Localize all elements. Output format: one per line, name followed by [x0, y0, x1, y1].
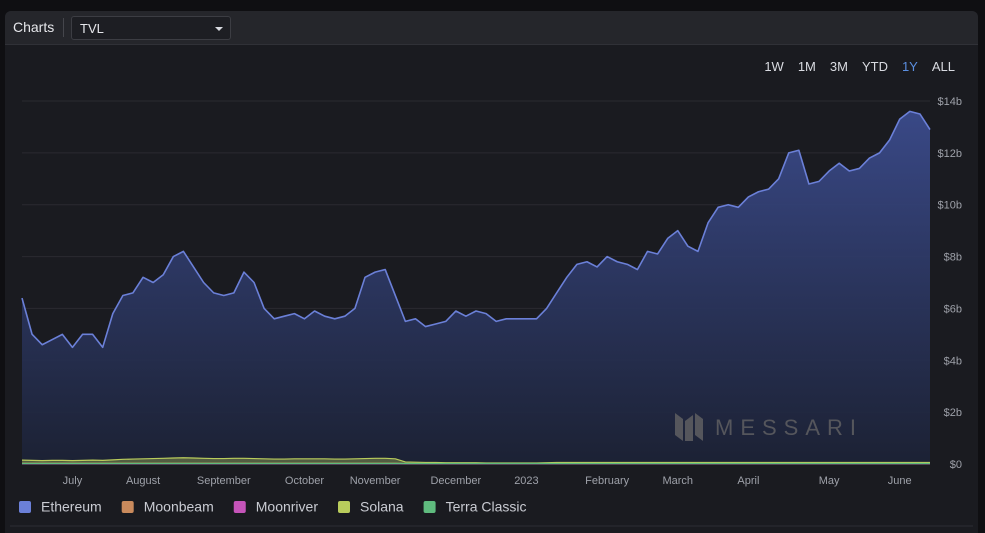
range-selector: 1W 1M 3M YTD 1Y ALL — [757, 59, 962, 74]
x-tick-label: October — [285, 475, 324, 487]
legend-label: Solana — [360, 499, 404, 515]
x-tick-label: April — [737, 475, 759, 487]
series-line — [21, 110, 931, 349]
dropdown-caret — [215, 27, 223, 31]
y-tick-label: $6b — [944, 303, 962, 315]
x-tick-label: November — [350, 475, 401, 487]
x-tick-label: December — [430, 475, 481, 487]
x-tick-label: March — [662, 475, 693, 487]
legend-label: Moonbeam — [144, 499, 214, 515]
legend-swatch — [19, 501, 31, 513]
dropdown-label: TVL — [80, 21, 104, 36]
range-button[interactable]: 1W — [764, 59, 784, 74]
legend-swatch — [121, 501, 134, 513]
y-tick-label: $14b — [938, 96, 962, 108]
range-button[interactable]: 1M — [797, 59, 816, 74]
y-tick-label: $8b — [944, 252, 962, 264]
series-line — [21, 457, 930, 464]
legend-label: Ethereum — [41, 499, 102, 515]
x-tick-label: July — [63, 475, 83, 487]
separator — [63, 18, 64, 37]
range-button[interactable]: 3M — [829, 59, 848, 74]
legend-swatch — [338, 501, 350, 513]
y-tick-label: $0 — [950, 459, 962, 471]
x-tick-label: September — [197, 475, 251, 487]
range-button[interactable]: YTD — [861, 59, 888, 74]
legend-swatch — [423, 501, 436, 513]
metric-dropdown[interactable]: TVL — [71, 16, 231, 40]
y-tick-label: $4b — [944, 355, 962, 367]
x-tick-label: August — [126, 475, 160, 487]
chart: $0 $2b $4b $6b $8b $10b $12b $14b July August Sept… — [10, 96, 973, 527]
x-tick-label: 2023 — [514, 475, 538, 487]
legend-swatch — [233, 501, 246, 513]
y-tick-label: $2b — [944, 407, 962, 419]
plot: $0 $2b $4b $6b $8b $10b $12b $14b July August Sept… — [19, 96, 962, 515]
range-button[interactable]: ALL — [931, 59, 955, 74]
range-button[interactable]: 1Y — [901, 59, 918, 74]
watermark-logo — [675, 413, 703, 441]
legend-label: Moonriver — [256, 499, 319, 515]
x-tick-label: June — [888, 475, 912, 487]
x-tick-label: May — [819, 475, 840, 487]
watermark: MESSARI — [715, 415, 863, 440]
legend-label: Terra Classic — [446, 499, 527, 515]
x-tick-label: February — [585, 475, 630, 487]
chart-panel: Charts TVL 1W 1M 3M YTD 1Y ALL $0 $2b $4b $6b $8b… — [5, 11, 978, 533]
y-tick-label: $10b — [938, 200, 962, 212]
panel-header: Charts TVL — [5, 11, 978, 45]
panel-title: Charts — [13, 19, 55, 35]
y-tick-label: $12b — [938, 148, 962, 160]
series-area — [22, 111, 930, 464]
